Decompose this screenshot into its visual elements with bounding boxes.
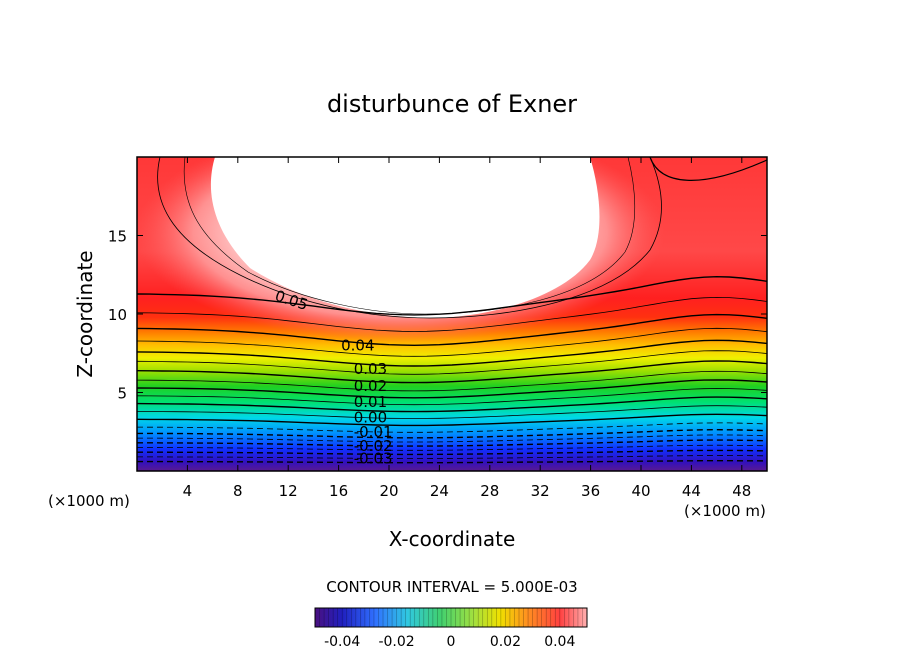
colorbar-tick-label: 0.02 xyxy=(490,634,521,650)
contour-label-8: -0.03 xyxy=(354,449,393,467)
x-unit-right: (×1000 m) xyxy=(684,502,766,520)
colorbar-frame xyxy=(314,607,588,628)
contour-line-14 xyxy=(137,360,767,384)
x-tick-label: 24 xyxy=(430,482,449,500)
x-tick-label: 40 xyxy=(631,482,650,500)
contour-line-6 xyxy=(137,428,767,439)
contour-label-2: 0.03 xyxy=(354,360,387,378)
contour-line-4 xyxy=(137,439,767,447)
y-axis-ticks: 5 10 15 xyxy=(108,228,767,403)
x-tick-label: 48 xyxy=(732,482,751,500)
x-tick-label: 8 xyxy=(233,482,243,500)
max-region xyxy=(210,157,600,319)
contour-corner-right xyxy=(649,157,767,181)
contour-line-13 xyxy=(137,370,767,392)
x-axis-ticks: 4 8 12 16 20 24 28 32 36 40 44 48 xyxy=(183,157,751,500)
y-tick-label: 15 xyxy=(108,228,127,246)
contour-line-16 xyxy=(137,339,767,367)
contour-line-18 xyxy=(137,313,767,347)
colorbar-tick-label: -0.02 xyxy=(378,634,414,650)
x-tick-label: 36 xyxy=(581,482,600,500)
x-tick-label: 28 xyxy=(480,482,499,500)
contour-line-15 xyxy=(137,350,767,375)
x-tick-label: 20 xyxy=(379,482,398,500)
y-axis-label: Z-coordinate xyxy=(73,250,97,377)
x-axis-label: X-coordinate xyxy=(389,527,516,551)
colorbar xyxy=(315,608,587,627)
colorbar-tick-label: 0.04 xyxy=(544,634,575,650)
contour-label-6: -0.01 xyxy=(354,423,393,441)
contour-line-2 xyxy=(137,449,767,456)
x-tick-label: 44 xyxy=(682,482,701,500)
contour-line-17 xyxy=(137,327,767,357)
contour-label-5: 0.00 xyxy=(354,409,387,427)
x-tick-label: 32 xyxy=(531,482,550,500)
contour-line-11 xyxy=(137,388,767,406)
contour-line-0 xyxy=(137,460,767,464)
x-tick-label: 4 xyxy=(183,482,193,500)
x-tick-label: 16 xyxy=(329,482,348,500)
contour-ring-outer xyxy=(157,157,662,319)
contour-line-7 xyxy=(137,422,767,433)
colorbar-ticks: -0.04 -0.02 0 0.02 0.04 xyxy=(324,634,575,650)
contour-interval-label: CONTOUR INTERVAL = 5.000E-03 xyxy=(326,578,577,596)
chart-title: disturbunce of Exner xyxy=(327,90,577,118)
contour-line-9 xyxy=(137,405,767,419)
contour-field: 0.050.040.030.020.010.00-0.01-0.02-0.03 xyxy=(137,157,767,471)
contour-lines xyxy=(137,157,767,464)
contour-label-4: 0.01 xyxy=(354,393,387,411)
x-tick-label: 12 xyxy=(279,482,298,500)
contour-line-5 xyxy=(137,434,767,443)
contour-label-7: -0.02 xyxy=(354,437,393,455)
contour-label-1: 0.04 xyxy=(341,336,374,354)
contour-line-1 xyxy=(137,455,767,459)
colorbar-stripes xyxy=(314,608,583,627)
contour-line-12 xyxy=(137,379,767,399)
colorbar-tick-label: 0 xyxy=(447,634,456,650)
contour-label-3: 0.02 xyxy=(354,377,387,395)
contour-label-layer: 0.050.040.030.020.010.00-0.01-0.02-0.03 xyxy=(273,287,393,468)
contour-line-10 xyxy=(137,396,767,413)
colorbar-tick-label: -0.04 xyxy=(324,634,360,650)
y-tick-label: 10 xyxy=(108,306,127,324)
contour-line-8 xyxy=(137,413,767,427)
contour-line-3 xyxy=(137,444,767,451)
x-unit-left: (×1000 m) xyxy=(48,492,130,510)
y-tick-label: 5 xyxy=(117,385,127,403)
contour-line-19 xyxy=(137,296,767,332)
contour-ring-inner xyxy=(183,157,636,315)
